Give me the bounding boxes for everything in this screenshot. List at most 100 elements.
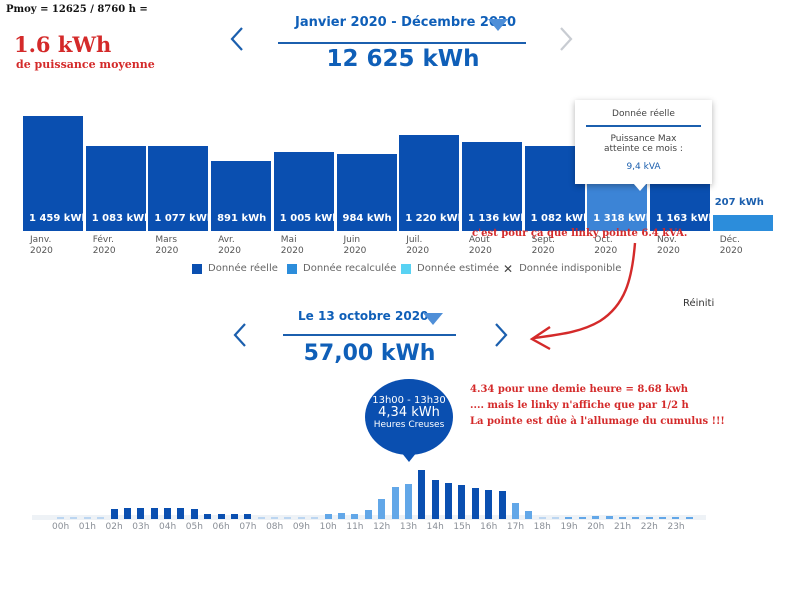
month-bar[interactable] bbox=[273, 151, 334, 231]
half-hour-bar[interactable] bbox=[364, 509, 372, 519]
period-selector[interactable]: Janvier 2020 - Décembre 2020 bbox=[278, 12, 526, 44]
half-hour-bar[interactable] bbox=[445, 483, 453, 519]
half-hour-bar[interactable] bbox=[552, 517, 560, 519]
month-bar[interactable] bbox=[712, 214, 773, 231]
month-bar[interactable] bbox=[148, 146, 209, 231]
hour-axis-label: 21h bbox=[613, 522, 632, 532]
half-hour-bar[interactable] bbox=[378, 499, 386, 519]
reset-button[interactable]: Réiniti bbox=[683, 298, 715, 309]
bubble-value: 4,34 kWh bbox=[378, 405, 440, 420]
legend-unavailable: ✕ Donnée indisponible bbox=[503, 261, 622, 276]
half-hour-bar[interactable] bbox=[418, 469, 426, 519]
month-bar[interactable] bbox=[461, 141, 522, 231]
half-hour-bar[interactable] bbox=[284, 517, 292, 519]
half-hour-bar[interactable] bbox=[271, 517, 279, 519]
half-hour-bar[interactable] bbox=[685, 517, 693, 519]
half-hour-bar[interactable] bbox=[190, 509, 198, 519]
half-hour-bar[interactable] bbox=[458, 485, 466, 519]
next-day-button[interactable] bbox=[493, 322, 509, 354]
half-hour-bar[interactable] bbox=[471, 488, 479, 519]
hour-axis-label: 13h bbox=[399, 522, 418, 532]
hour-axis-label: 17h bbox=[506, 522, 525, 532]
half-hour-bar[interactable] bbox=[618, 516, 626, 519]
half-hour-bar[interactable] bbox=[57, 517, 64, 519]
month-axis-label: Déc. 2020 bbox=[719, 235, 743, 256]
half-hour-bar[interactable] bbox=[123, 507, 131, 519]
half-hour-note-3: La pointe est dûe à l'allumage du cumulu… bbox=[470, 416, 725, 427]
half-hour-bar[interactable] bbox=[578, 517, 586, 519]
daily-total: 57,00 kWh bbox=[303, 341, 436, 366]
legend-real: Donnée réelle bbox=[192, 263, 278, 274]
half-hour-bar[interactable] bbox=[217, 513, 225, 519]
hour-axis-label: 09h bbox=[292, 522, 310, 532]
half-hour-bar[interactable] bbox=[337, 512, 345, 519]
month-axis-label: Janv. 2020 bbox=[30, 235, 53, 256]
half-hour-bar[interactable] bbox=[498, 490, 506, 519]
month-value-label: 1 077 kWh bbox=[154, 213, 214, 224]
chevron-down-icon bbox=[488, 16, 508, 35]
day-selector[interactable]: Le 13 octobre 2020 bbox=[283, 306, 456, 336]
half-hour-bar[interactable] bbox=[297, 517, 305, 519]
next-period-button[interactable] bbox=[558, 26, 574, 58]
half-hour-bar[interactable] bbox=[70, 517, 78, 519]
half-hour-bar[interactable] bbox=[672, 516, 680, 519]
half-hour-bar[interactable] bbox=[565, 517, 573, 519]
month-value-label: 1 136 kWh bbox=[467, 213, 528, 224]
half-hour-bar[interactable] bbox=[204, 513, 212, 519]
half-hour-bar[interactable] bbox=[485, 490, 493, 519]
half-hour-bar[interactable] bbox=[110, 508, 118, 519]
half-hour-bar[interactable] bbox=[164, 507, 172, 519]
half-hour-bar[interactable] bbox=[511, 503, 519, 519]
month-axis-label: Nov. 2020 bbox=[657, 235, 680, 256]
half-hour-bar[interactable] bbox=[592, 515, 600, 519]
chevron-down-icon bbox=[423, 310, 443, 329]
half-hour-bar[interactable] bbox=[150, 507, 158, 519]
half-hour-bar[interactable] bbox=[391, 486, 399, 519]
half-hour-bar[interactable] bbox=[311, 517, 319, 519]
tooltip-line-1: Puissance Max bbox=[610, 134, 677, 144]
half-hour-bar[interactable] bbox=[659, 517, 667, 519]
hour-axis-label: 02h bbox=[105, 522, 123, 532]
month-bar[interactable] bbox=[85, 145, 146, 231]
previous-day-button[interactable] bbox=[232, 322, 248, 354]
half-hour-bar[interactable] bbox=[605, 516, 613, 519]
half-hour-bar[interactable] bbox=[431, 480, 439, 519]
month-axis-label: Oct. 2020 bbox=[594, 235, 618, 256]
chevron-left-icon bbox=[233, 323, 246, 347]
bubble-tariff: Heures Creuses bbox=[373, 420, 445, 430]
month-axis-label: Août 2020 bbox=[468, 235, 492, 256]
half-hour-bar[interactable] bbox=[177, 507, 185, 519]
month-axis-label: Juin 2020 bbox=[343, 235, 367, 256]
half-hour-bar[interactable] bbox=[324, 514, 332, 519]
hour-axis-label: 01h bbox=[78, 522, 96, 532]
half-hour-bar[interactable] bbox=[83, 517, 91, 519]
month-value-label: 891 kWh bbox=[217, 213, 267, 224]
period-label: Janvier 2020 - Décembre 2020 bbox=[295, 15, 517, 30]
legend-estimated: Donnée estimée bbox=[401, 263, 499, 274]
month-bar[interactable] bbox=[211, 160, 272, 231]
month-bar[interactable] bbox=[336, 153, 397, 231]
hour-axis-label: 08h bbox=[266, 522, 284, 532]
month-axis-label: Févr. 2020 bbox=[92, 235, 116, 256]
half-hour-bar[interactable] bbox=[525, 511, 533, 519]
half-hour-bar[interactable] bbox=[230, 513, 238, 519]
half-hour-bar[interactable] bbox=[351, 513, 359, 519]
tooltip-value: 9,4 kVA bbox=[626, 162, 661, 172]
half-hour-bar[interactable] bbox=[538, 517, 546, 519]
half-hour-bar[interactable] bbox=[404, 484, 412, 519]
month-value-label: 984 kWh bbox=[342, 213, 392, 224]
hour-axis-label: 15h bbox=[453, 522, 471, 532]
hour-axis-label: 16h bbox=[480, 522, 498, 532]
half-hour-bar[interactable] bbox=[645, 516, 653, 519]
month-bar[interactable] bbox=[524, 145, 585, 231]
half-hour-bar[interactable] bbox=[632, 516, 640, 519]
previous-period-button[interactable] bbox=[229, 26, 245, 58]
hour-axis-label: 22h bbox=[640, 522, 658, 532]
month-bar[interactable] bbox=[399, 135, 460, 231]
half-hour-bar[interactable] bbox=[97, 517, 105, 519]
month-bar[interactable] bbox=[23, 116, 83, 231]
half-hour-bar[interactable] bbox=[137, 507, 145, 519]
half-hour-bar[interactable] bbox=[244, 513, 252, 519]
bubble-time: 13h00 - 13h30 bbox=[372, 395, 446, 406]
half-hour-bar[interactable] bbox=[257, 517, 265, 519]
